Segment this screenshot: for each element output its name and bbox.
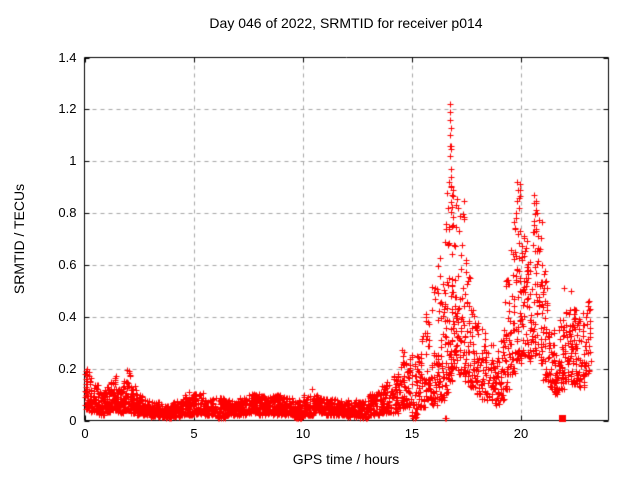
y-axis-label: SRMTID / TECUs [11,183,27,295]
x-tick-label: 20 [513,425,529,441]
y-tick-label: 0.8 [58,205,77,220]
x-axis-label: GPS time / hours [292,451,400,467]
y-tick-label: 0.4 [58,309,77,324]
x-tick-label: 15 [404,425,420,441]
y-tick-label: 0.6 [58,257,77,272]
y-tick-label: 1 [69,153,77,168]
x-tick-label: 5 [190,425,198,441]
y-tick-label: 0.2 [58,361,77,376]
chart-title: Day 046 of 2022, SRMTID for receiver p01… [209,15,483,31]
y-tick-label: 0 [69,413,77,428]
y-tick-label: 1.4 [58,50,77,65]
x-tick-label: 10 [295,425,311,441]
x-tick-label: 0 [81,425,89,441]
y-tick-label: 1.2 [58,101,77,116]
